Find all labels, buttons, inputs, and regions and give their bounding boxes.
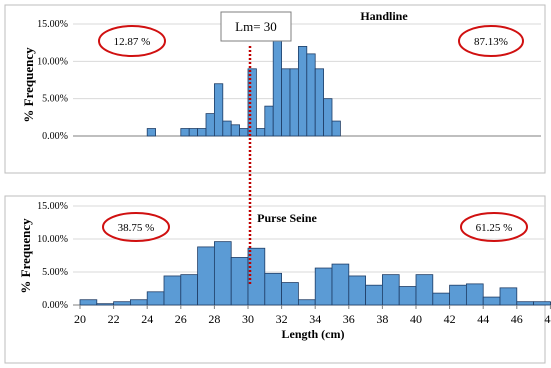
x-tick-label: 36 bbox=[343, 312, 355, 326]
histogram-bar bbox=[79, 299, 98, 306]
histogram-bar bbox=[264, 272, 282, 306]
histogram-bar bbox=[146, 291, 165, 306]
x-tick-label: 38 bbox=[376, 312, 388, 326]
y-tick-label: 10.00% bbox=[37, 56, 68, 67]
purse-seine-right-percent: 61.25 % bbox=[476, 222, 513, 234]
histogram-bar bbox=[331, 120, 341, 137]
histogram-bar bbox=[255, 128, 266, 137]
histogram-bar bbox=[465, 283, 484, 306]
handline-bars bbox=[146, 31, 341, 137]
y-tick-label: 15.00% bbox=[37, 201, 68, 212]
purse-seine-right-percent-ellipse bbox=[460, 212, 528, 242]
histogram-bar bbox=[205, 113, 215, 137]
histogram-bar bbox=[96, 303, 115, 306]
x-tick-label: 34 bbox=[309, 312, 321, 326]
x-tick-label: 30 bbox=[242, 312, 254, 326]
handline-title: Handline bbox=[360, 9, 408, 23]
histogram-bar bbox=[348, 275, 366, 306]
histogram-bar bbox=[197, 128, 207, 137]
x-tick-label: 46 bbox=[511, 312, 523, 326]
histogram-bar bbox=[306, 53, 316, 137]
purse-seine-panel: 0.00% 5.00% 10.00% 15.00% 20 22 24 26 28 30 32 34 3… bbox=[4, 195, 551, 364]
histogram-bar bbox=[272, 31, 283, 137]
lm-label: Lm= 30 bbox=[235, 19, 277, 34]
histogram-bar bbox=[188, 128, 198, 137]
histogram-bar bbox=[482, 296, 501, 306]
handline-left-percent-ellipse bbox=[98, 25, 166, 57]
histogram-bar bbox=[323, 98, 333, 137]
histogram-bar bbox=[247, 68, 257, 137]
histogram-bar bbox=[180, 128, 190, 137]
histogram-bar bbox=[230, 257, 249, 306]
histogram-bar bbox=[331, 263, 350, 306]
histogram-bar bbox=[449, 284, 467, 306]
lm-label-box bbox=[220, 11, 292, 42]
histogram-bar bbox=[381, 274, 400, 306]
purse-seine-x-ticks: 20 22 24 26 28 30 32 34 36 38 40 42 44 46 48 bbox=[74, 305, 551, 326]
histogram-bar bbox=[247, 247, 266, 306]
y-tick-label: 0.00% bbox=[42, 131, 68, 142]
handline-left-percent: 12.87 % bbox=[114, 36, 151, 48]
x-tick-label: 48 bbox=[544, 312, 551, 326]
x-tick-label: 40 bbox=[410, 312, 422, 326]
purse-seine-y-axis-label: % Frequency bbox=[18, 218, 33, 294]
x-tick-label: 22 bbox=[108, 312, 120, 326]
histogram-bar bbox=[499, 287, 518, 306]
handline-y-ticks: 0.00% 5.00% 10.00% 15.00% bbox=[37, 19, 68, 142]
y-tick-label: 5.00% bbox=[42, 94, 68, 105]
x-tick-label: 24 bbox=[141, 312, 153, 326]
x-tick-label: 20 bbox=[74, 312, 86, 326]
histogram-bar bbox=[314, 68, 325, 137]
histogram-bar bbox=[516, 301, 534, 306]
histogram-bar bbox=[281, 282, 299, 306]
histogram-bar bbox=[432, 292, 450, 306]
histogram-bar bbox=[297, 46, 308, 137]
histogram-bar bbox=[289, 68, 299, 137]
histogram-bar bbox=[264, 105, 274, 137]
y-tick-label: 5.00% bbox=[42, 267, 68, 278]
purse-seine-left-percent: 38.75 % bbox=[118, 222, 155, 234]
x-tick-label: 28 bbox=[208, 312, 220, 326]
y-tick-label: 15.00% bbox=[37, 19, 68, 30]
histogram-bar bbox=[415, 274, 434, 306]
histogram-bar bbox=[230, 124, 240, 137]
histogram-bar bbox=[146, 128, 156, 137]
histogram-bar bbox=[197, 246, 215, 306]
purse-seine-y-ticks: 0.00% 5.00% 10.00% 15.00% bbox=[37, 201, 68, 311]
handline-right-percent: 87.13% bbox=[474, 36, 508, 48]
histogram-bar bbox=[129, 299, 148, 306]
histogram-bar bbox=[163, 275, 182, 306]
histogram-bar bbox=[365, 284, 383, 306]
histogram-bar bbox=[180, 274, 199, 306]
purse-seine-left-percent-ellipse bbox=[102, 212, 170, 242]
histogram-bar bbox=[113, 301, 131, 306]
purse-seine-title: Purse Seine bbox=[257, 211, 317, 225]
histogram-bar bbox=[222, 120, 232, 137]
histogram-bar bbox=[281, 68, 291, 137]
purse-seine-bars bbox=[79, 241, 551, 306]
purse-seine-x-axis-label: Length (cm) bbox=[282, 327, 345, 341]
histogram-bar bbox=[213, 241, 232, 306]
x-tick-label: 44 bbox=[477, 312, 489, 326]
handline-panel: 0.00% 5.00% 10.00% 15.00% % Frequency Handl… bbox=[4, 4, 546, 174]
handline-right-percent-ellipse bbox=[458, 25, 524, 57]
x-tick-label: 32 bbox=[276, 312, 288, 326]
x-tick-label: 42 bbox=[444, 312, 456, 326]
histogram-bar bbox=[398, 286, 417, 306]
histogram-bar bbox=[314, 267, 333, 306]
handline-y-axis-label: % Frequency bbox=[21, 47, 36, 123]
y-tick-label: 10.00% bbox=[37, 234, 68, 245]
histogram-bar bbox=[213, 83, 224, 137]
histogram-bar bbox=[239, 128, 249, 137]
histogram-bar bbox=[533, 301, 551, 306]
histogram-bar bbox=[297, 299, 316, 306]
x-tick-label: 26 bbox=[175, 312, 187, 326]
y-tick-label: 0.00% bbox=[42, 300, 68, 311]
